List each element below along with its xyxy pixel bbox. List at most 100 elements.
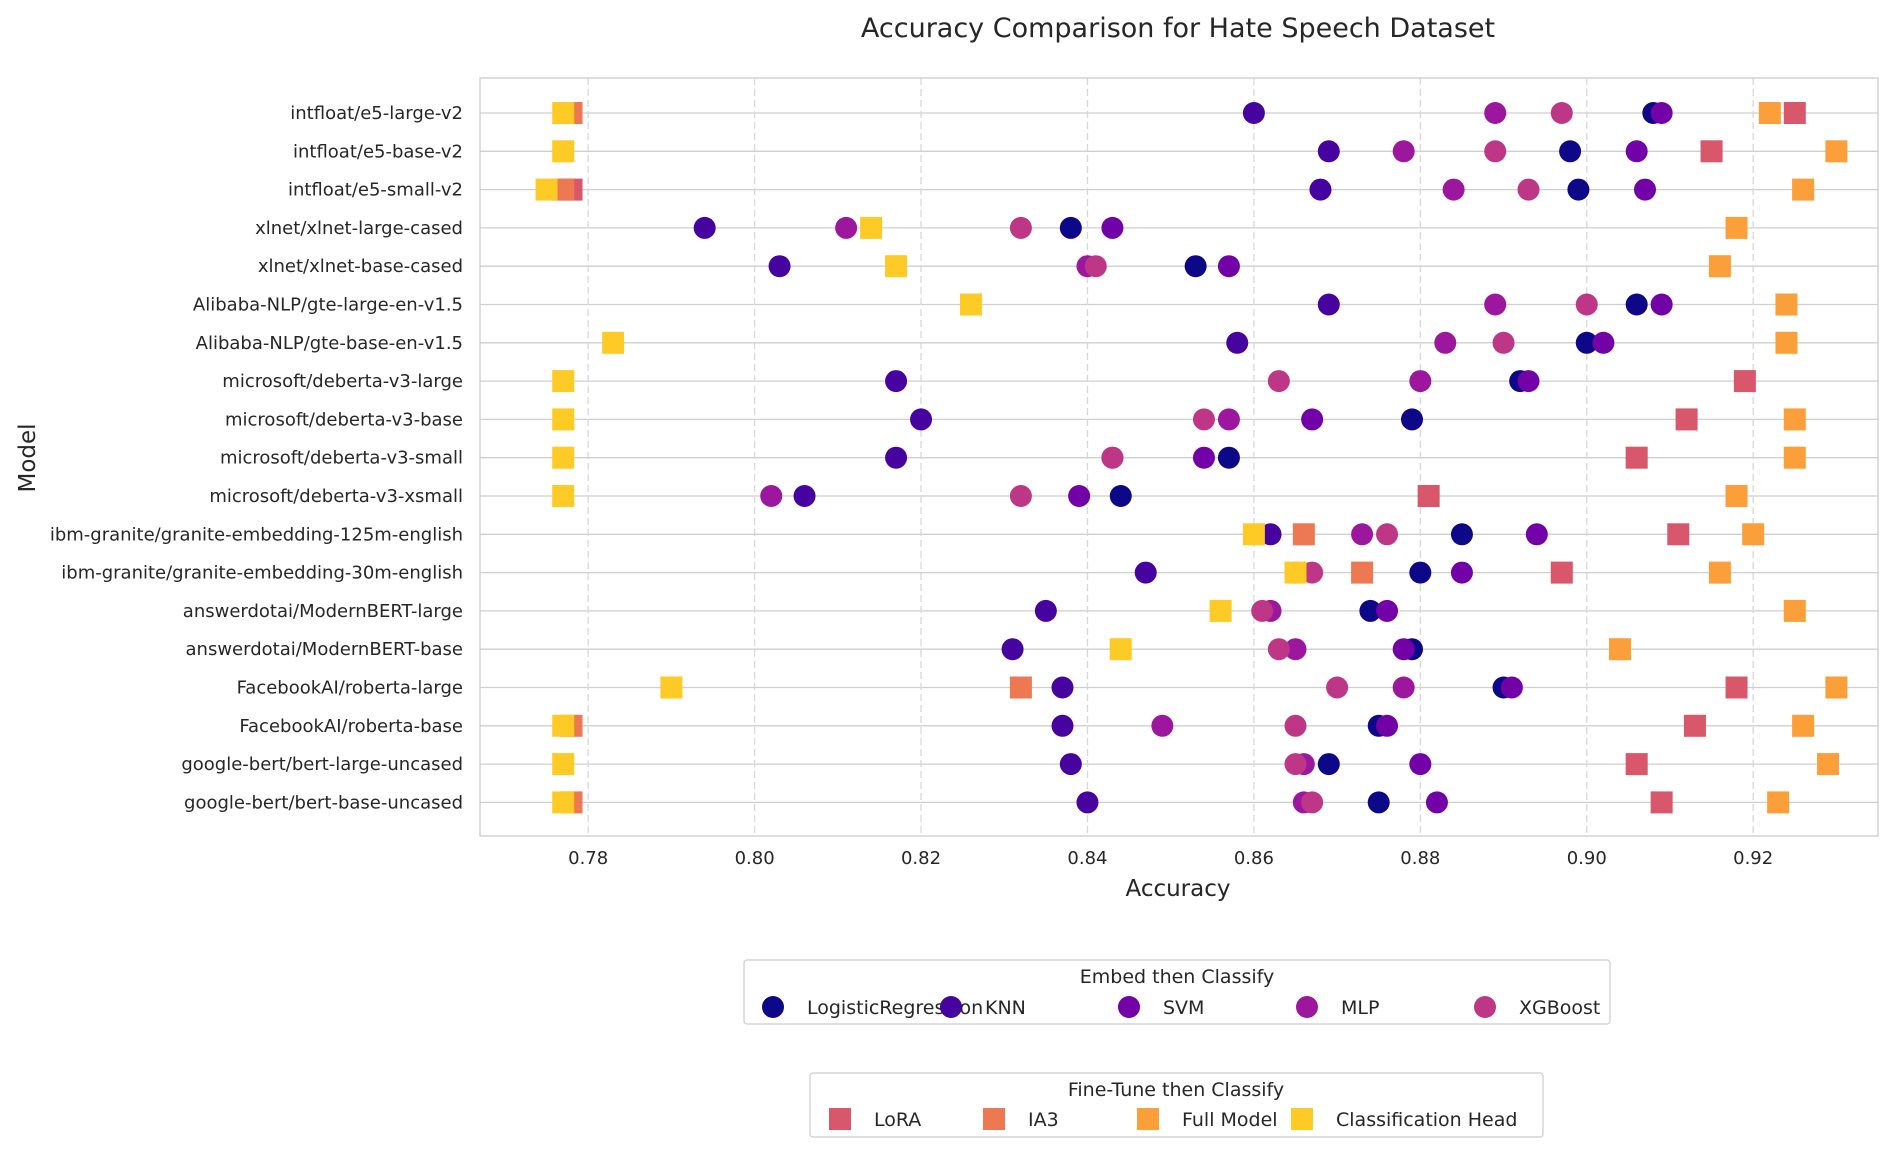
y-tick-label: Alibaba-NLP/gte-base-en-v1.5 — [196, 333, 463, 354]
ia3-point — [1292, 523, 1315, 546]
mlp-point — [1434, 331, 1457, 354]
svm-point — [1634, 178, 1656, 201]
y-tick-label: answerdotai/ModernBERT-large — [183, 601, 463, 622]
lora-point — [1625, 753, 1648, 776]
svm-point — [1376, 714, 1399, 737]
lora-point — [1550, 561, 1573, 584]
legend-finetune: Fine-Tune then Classify LoRA IA3 Full Mode… — [809, 1072, 1544, 1138]
legend-knn-swatch — [940, 996, 962, 1018]
legend-svm-swatch — [1118, 996, 1140, 1018]
mlp-point — [1217, 408, 1240, 431]
classification-head-point — [552, 485, 575, 507]
x-tick-label: 0.88 — [1400, 848, 1440, 869]
logisticregression-point — [1625, 293, 1648, 316]
y-tick-label: google-bert/bert-base-uncased — [184, 792, 463, 813]
logisticregression-point — [1567, 178, 1590, 201]
logisticregression-point — [1359, 599, 1382, 622]
full-model-point — [1742, 523, 1765, 546]
knn-point — [885, 370, 908, 393]
mlp-point — [835, 216, 858, 239]
classification-head-point — [1109, 638, 1132, 661]
mlp-point — [1392, 676, 1415, 699]
lora-point — [1683, 714, 1706, 737]
svm-point — [1301, 408, 1324, 431]
logisticregression-point — [1575, 331, 1598, 354]
logisticregression-point — [1401, 408, 1423, 431]
legend-ia3-label: IA3 — [1028, 1109, 1059, 1131]
legend-classification-head-swatch — [1291, 1108, 1313, 1130]
full-model-point — [1767, 791, 1790, 814]
mlp-point — [1151, 714, 1174, 737]
classification-head-point — [1242, 523, 1265, 546]
xgboost-point — [1267, 638, 1290, 661]
classification-head-point — [552, 370, 575, 393]
y-tick-label: microsoft/deberta-v3-large — [222, 371, 463, 392]
logisticregression-point — [1450, 523, 1473, 546]
legend-mlp-swatch — [1296, 996, 1318, 1018]
classification-head-point — [552, 446, 575, 469]
classification-head-point — [602, 331, 625, 354]
xgboost-point — [1484, 140, 1507, 163]
knn-point — [1034, 599, 1057, 622]
full-model-point — [1825, 140, 1848, 163]
x-tick-label: 0.78 — [568, 848, 608, 869]
legend-mlp-label: MLP — [1341, 997, 1379, 1019]
svm-point — [1450, 561, 1473, 584]
mlp-point — [1442, 178, 1465, 201]
full-model-point — [1825, 676, 1848, 699]
xgboost-point — [1301, 791, 1324, 814]
mlp-point — [1484, 102, 1507, 124]
xgboost-point — [1101, 446, 1124, 469]
y-tick-label: xlnet/xlnet-base-cased — [258, 256, 463, 277]
svm-point — [1592, 331, 1615, 354]
knn-point — [1076, 791, 1099, 814]
lora-point — [1733, 370, 1756, 393]
svm-point — [1392, 638, 1415, 661]
classification-head-point — [552, 714, 575, 737]
logisticregression-point — [1217, 446, 1240, 469]
mlp-point — [1409, 370, 1432, 393]
x-tick-label: 0.82 — [901, 848, 941, 869]
xgboost-point — [1267, 370, 1290, 393]
knn-point — [1242, 102, 1265, 124]
y-tick-label: intfloat/e5-base-v2 — [293, 141, 463, 162]
xgboost-point — [1550, 102, 1573, 124]
classification-head-point — [885, 255, 908, 278]
legend-lora-label: LoRA — [874, 1109, 921, 1131]
legend-full-model-swatch — [1137, 1108, 1159, 1130]
ia3-point — [1351, 561, 1374, 584]
full-model-point — [1725, 216, 1748, 239]
logisticregression-point — [1317, 753, 1340, 776]
y-tick-label: intfloat/e5-large-v2 — [290, 103, 463, 124]
y-tick-label: intfloat/e5-small-v2 — [288, 180, 463, 201]
full-model-point — [1792, 178, 1815, 201]
full-model-point — [1817, 753, 1840, 776]
classification-head-point — [1284, 561, 1307, 584]
xgboost-point — [1009, 485, 1032, 507]
y-tick-label: answerdotai/ModernBERT-base — [186, 639, 464, 660]
full-model-point — [1792, 714, 1815, 737]
mlp-point — [760, 485, 783, 507]
svm-point — [1217, 255, 1240, 278]
y-tick-label: microsoft/deberta-v3-xsmall — [209, 486, 463, 507]
svm-point — [1650, 293, 1673, 316]
svm-point — [1500, 676, 1523, 699]
y-tick-label: FacebookAI/roberta-large — [237, 678, 463, 699]
xgboost-point — [1284, 714, 1307, 737]
classification-head-point — [552, 140, 575, 163]
xgboost-point — [1009, 216, 1032, 239]
xgboost-point — [1575, 293, 1598, 316]
mlp-point — [1284, 638, 1307, 661]
legend-full-model-label: Full Model — [1182, 1109, 1278, 1131]
full-model-point — [1725, 485, 1748, 507]
x-tick-label: 0.92 — [1733, 848, 1773, 869]
y-axis-label: Model — [15, 423, 41, 492]
x-tick-labels: 0.78 0.80 0.82 0.84 0.86 0.88 0.90 0.92 — [568, 848, 1773, 869]
lora-point — [1675, 408, 1698, 431]
xgboost-point — [1326, 676, 1349, 699]
svm-point — [1625, 140, 1648, 163]
logisticregression-point — [1559, 140, 1582, 163]
grid — [480, 78, 1878, 836]
y-tick-label: microsoft/deberta-v3-base — [225, 409, 463, 430]
